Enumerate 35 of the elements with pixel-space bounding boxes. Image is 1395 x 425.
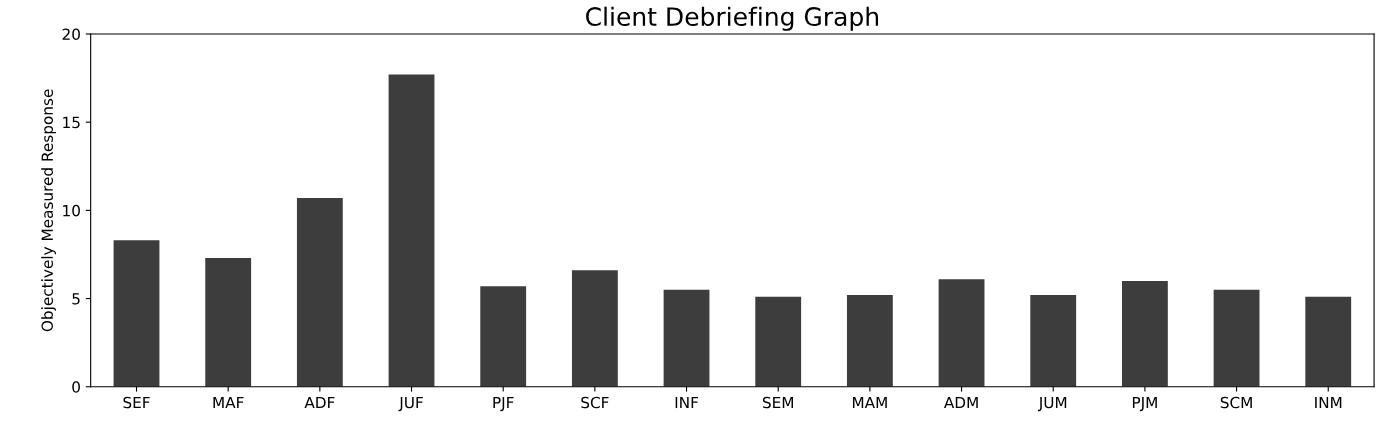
bar [663,289,710,387]
y-axis-title: Objectively Measured Response [41,89,56,332]
bar [846,295,893,387]
bar [1030,295,1077,387]
bar [296,198,343,387]
x-tick-label: SCF [581,396,609,409]
x-tick-label: JUF [398,396,423,412]
y-tick-label: 5 [72,293,80,305]
x-tick-label: PJF [493,396,514,412]
bar [205,258,252,387]
x-tick-label: ADF [304,396,335,409]
bar [388,74,435,387]
bar [755,296,802,387]
bar [1305,296,1352,387]
x-tick-label: INF [675,396,699,409]
x-tick-label: PJM [1132,396,1157,412]
y-tick-label: 15 [63,116,80,129]
x-tick-label: INM [1315,396,1342,409]
bar [113,240,160,387]
x-tick-label: SEM [762,396,793,409]
bar [480,286,527,387]
y-tick-label: 10 [63,204,80,217]
bar [938,279,985,387]
y-tick-label: 20 [62,28,80,41]
x-tick-label: MAM [852,396,887,409]
bar [1213,289,1260,387]
chart-title: Client Debriefing Graph [586,6,879,31]
bar [1121,280,1168,387]
y-tick-label: 0 [72,381,80,393]
x-tick-label: JUM [1038,396,1067,412]
x-tick-label: ADM [943,396,978,409]
bar [571,270,618,387]
x-tick-label: SEF [123,396,150,409]
x-tick-label: SCM [1220,396,1252,409]
x-tick-label: MAF [213,396,244,409]
